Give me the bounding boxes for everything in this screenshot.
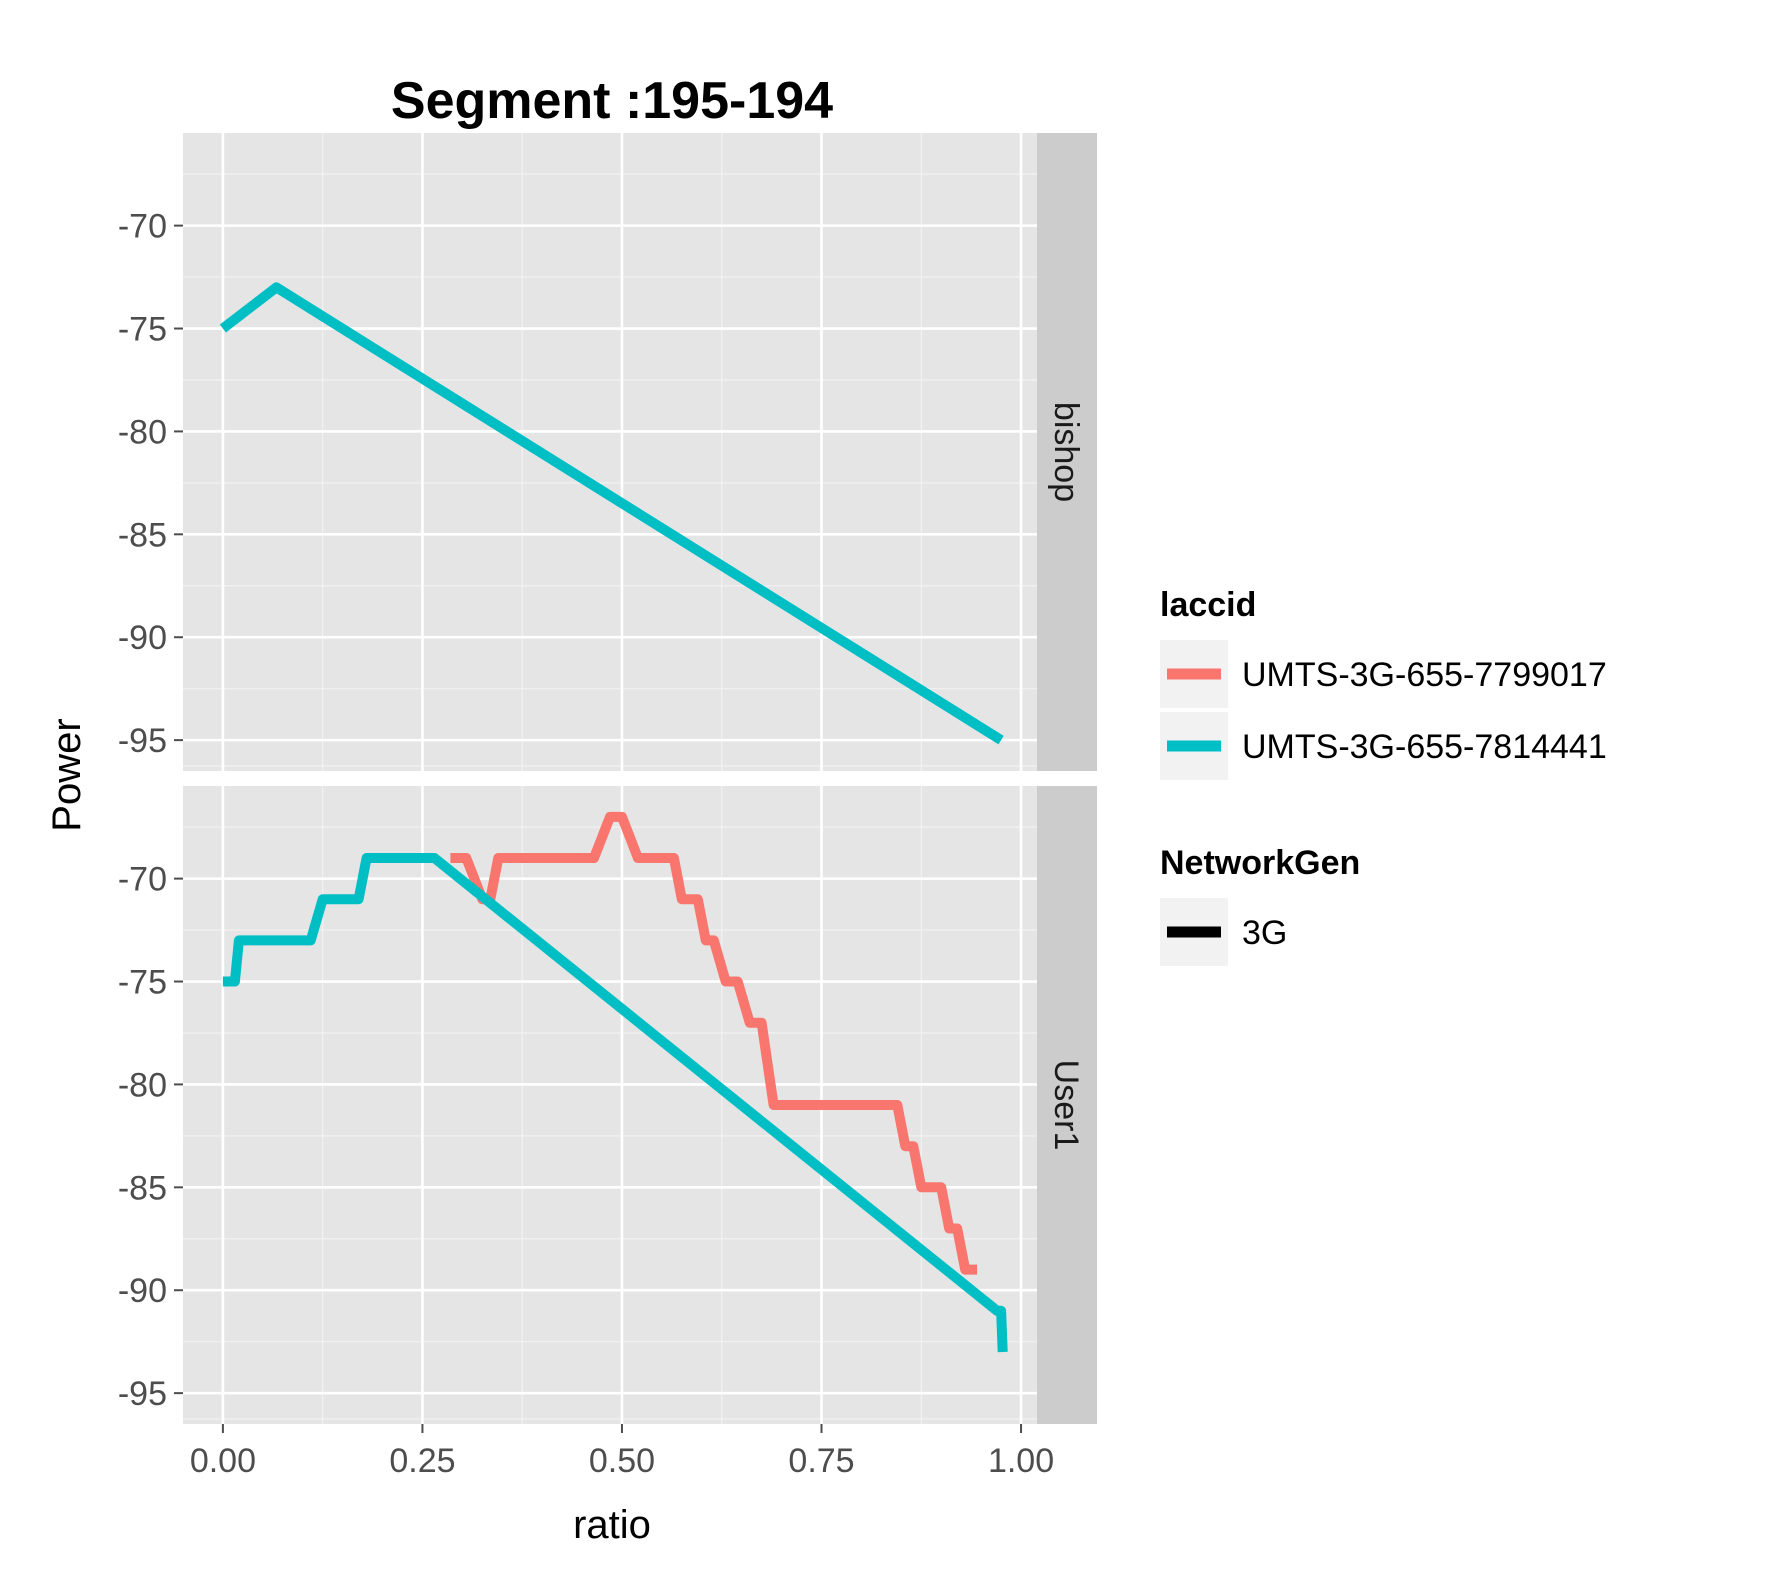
y-tick-label: -80 xyxy=(118,1066,167,1104)
y-tick-label: -70 xyxy=(118,208,167,246)
x-tick-label: 0.50 xyxy=(589,1442,655,1480)
facet-panel-user1: -70 -75 -80 -85 -90 -95 User1 xyxy=(118,786,1097,1424)
legend-label-laccid-0: UMTS-3G-655-7799017 xyxy=(1242,656,1607,694)
legend-title-laccid: laccid xyxy=(1160,586,1256,624)
y-tick-label: -90 xyxy=(118,1272,167,1310)
y-tick-label: -80 xyxy=(118,413,167,451)
legend: laccid UMTS-3G-655-7799017 UMTS-3G-655-7… xyxy=(1160,586,1607,966)
legend-label-laccid-1: UMTS-3G-655-7814441 xyxy=(1242,728,1607,766)
y-axis-title: Power xyxy=(45,718,89,831)
y-tick-label: -70 xyxy=(118,861,167,899)
x-tick-label: 1.00 xyxy=(988,1442,1054,1480)
x-tick-label: 0.25 xyxy=(389,1442,455,1480)
x-axis-title: ratio xyxy=(573,1503,651,1547)
facet-panel-bishop: -70 -75 -80 -85 -90 -95 bishop xyxy=(118,133,1097,771)
facet-strip xyxy=(1037,786,1097,1424)
series-line xyxy=(222,853,1008,1353)
chart-title: Segment :195-194 xyxy=(391,72,833,130)
y-tick-label: -85 xyxy=(118,1169,167,1207)
y-tick-label: -85 xyxy=(118,516,167,554)
facet-strip xyxy=(1037,133,1097,771)
y-tick-label: -75 xyxy=(118,964,167,1002)
facet-strip-label: User1 xyxy=(1047,1060,1085,1151)
x-tick-label: 0.75 xyxy=(788,1442,854,1480)
panel-background xyxy=(183,786,1037,1424)
series-line xyxy=(450,811,978,1275)
y-tick-label: -90 xyxy=(118,619,167,657)
y-tick-label: -95 xyxy=(118,1375,167,1413)
y-tick-label: -75 xyxy=(118,311,167,349)
x-axis-tick-labels: 0.00 0.25 0.50 0.75 1.00 xyxy=(190,1424,1054,1480)
panel-background xyxy=(183,133,1037,771)
facet-strip-label: bishop xyxy=(1047,402,1085,502)
legend-label-networkgen-0: 3G xyxy=(1242,914,1287,952)
x-tick-label: 0.00 xyxy=(190,1442,256,1480)
y-tick-label: -95 xyxy=(118,722,167,760)
series-line xyxy=(219,282,1004,745)
legend-title-networkgen: NetworkGen xyxy=(1160,844,1360,882)
